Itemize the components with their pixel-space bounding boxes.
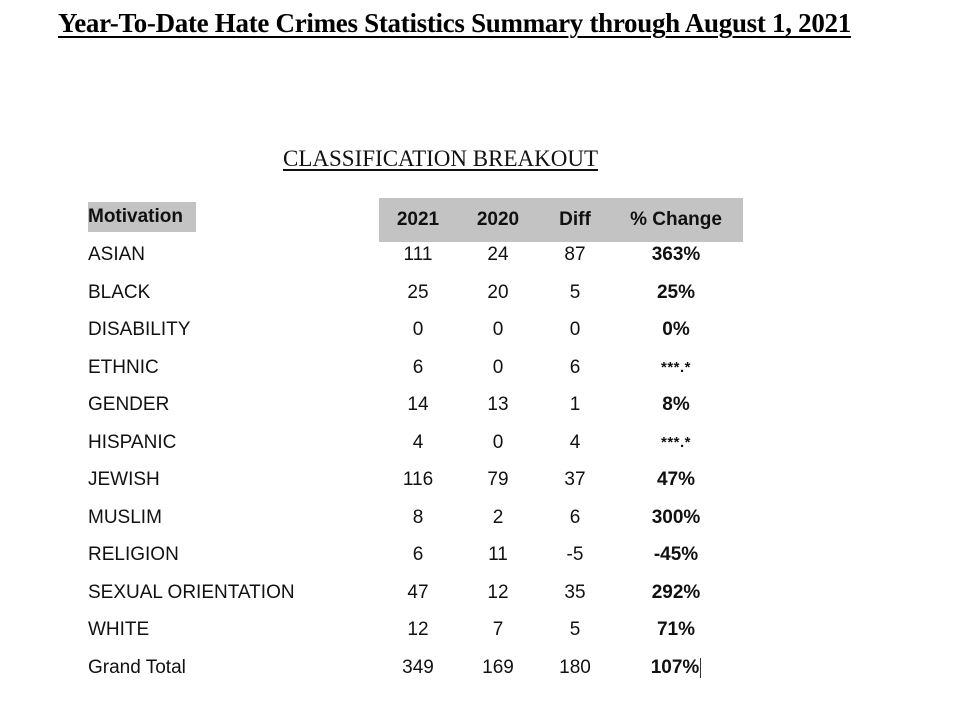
row-diff: 0: [569, 319, 581, 340]
row-motivation: BLACK: [88, 281, 151, 303]
row-diff: 5: [569, 619, 581, 640]
row-diff: 35: [564, 581, 586, 603]
total-2021: 349: [402, 657, 434, 678]
row-diff: 1: [569, 394, 581, 415]
section-heading: CLASSIFICATION BREAKOUT: [283, 146, 598, 171]
row-motivation: SEXUAL ORIENTATION: [88, 581, 295, 603]
row-motivation: DISABILITY: [88, 319, 191, 340]
row-pct-change: ***.*: [660, 358, 692, 376]
row-2020: 2: [492, 506, 504, 528]
row-2021: 4: [412, 431, 424, 453]
row-motivation: RELIGION: [88, 544, 179, 565]
row-diff: 6: [569, 356, 581, 378]
row-motivation: ASIAN: [88, 244, 146, 265]
text-cursor: [700, 657, 702, 678]
row-2020: 24: [487, 244, 509, 265]
row-diff: 87: [564, 244, 586, 265]
row-diff: 4: [569, 431, 581, 453]
row-2020: 11: [488, 544, 508, 565]
row-diff: -5: [566, 544, 584, 565]
row-pct-change: 300%: [651, 506, 701, 528]
row-diff: 6: [569, 506, 581, 528]
row-2020: 13: [487, 394, 509, 415]
header-pct-change: % Change: [630, 209, 722, 230]
row-pct-change: ***.*: [660, 433, 692, 451]
total-pct-change: 107%: [616, 649, 736, 686]
row-motivation: JEWISH: [88, 469, 160, 490]
row-motivation: ETHNIC: [88, 356, 159, 378]
row-motivation: MUSLIM: [88, 506, 162, 528]
total-pct-value: 107%: [650, 657, 700, 678]
row-2020: 0: [492, 319, 504, 340]
row-pct-change: 292%: [651, 581, 701, 603]
row-pct-change: 71%: [656, 619, 696, 640]
total-label: Grand Total: [88, 657, 186, 678]
row-diff: 37: [564, 469, 586, 490]
header-2021: 2021: [396, 209, 440, 230]
header-diff: Diff: [559, 209, 591, 230]
header-motivation: Motivation: [88, 202, 196, 232]
row-2021: 6: [412, 356, 424, 378]
row-motivation: HISPANIC: [88, 431, 177, 453]
row-2020: 7: [492, 619, 504, 640]
row-2020: 20: [487, 281, 509, 303]
row-pct-change: 363%: [651, 244, 701, 265]
row-diff: 5: [569, 281, 581, 303]
row-2020: 12: [487, 581, 509, 603]
row-2021: 25: [407, 281, 429, 303]
row-pct-change: 8%: [662, 394, 690, 415]
row-2021: 47: [407, 581, 429, 603]
header-2020: 2020: [476, 209, 520, 230]
row-2021: 14: [407, 394, 429, 415]
row-2020: 0: [492, 356, 504, 378]
total-2020: 169: [482, 657, 514, 678]
row-motivation: GENDER: [88, 394, 170, 415]
row-pct-change: 25%: [656, 281, 696, 303]
row-2021: 116: [402, 469, 434, 490]
row-2021: 12: [407, 619, 429, 640]
row-2021: 8: [412, 506, 424, 528]
row-pct-change: 47%: [656, 469, 696, 490]
row-pct-change: -45%: [653, 544, 699, 565]
total-diff: 180: [559, 657, 591, 678]
row-2021: 6: [412, 544, 424, 565]
document-title: Year-To-Date Hate Crimes Statistics Summ…: [58, 8, 851, 38]
row-pct-change: 0%: [662, 319, 690, 340]
row-2020: 79: [487, 469, 509, 490]
row-2021: 0: [412, 319, 424, 340]
row-2021: 111: [403, 244, 433, 265]
row-2020: 0: [492, 431, 504, 453]
row-motivation: WHITE: [88, 619, 150, 640]
header-shading: [379, 198, 743, 242]
